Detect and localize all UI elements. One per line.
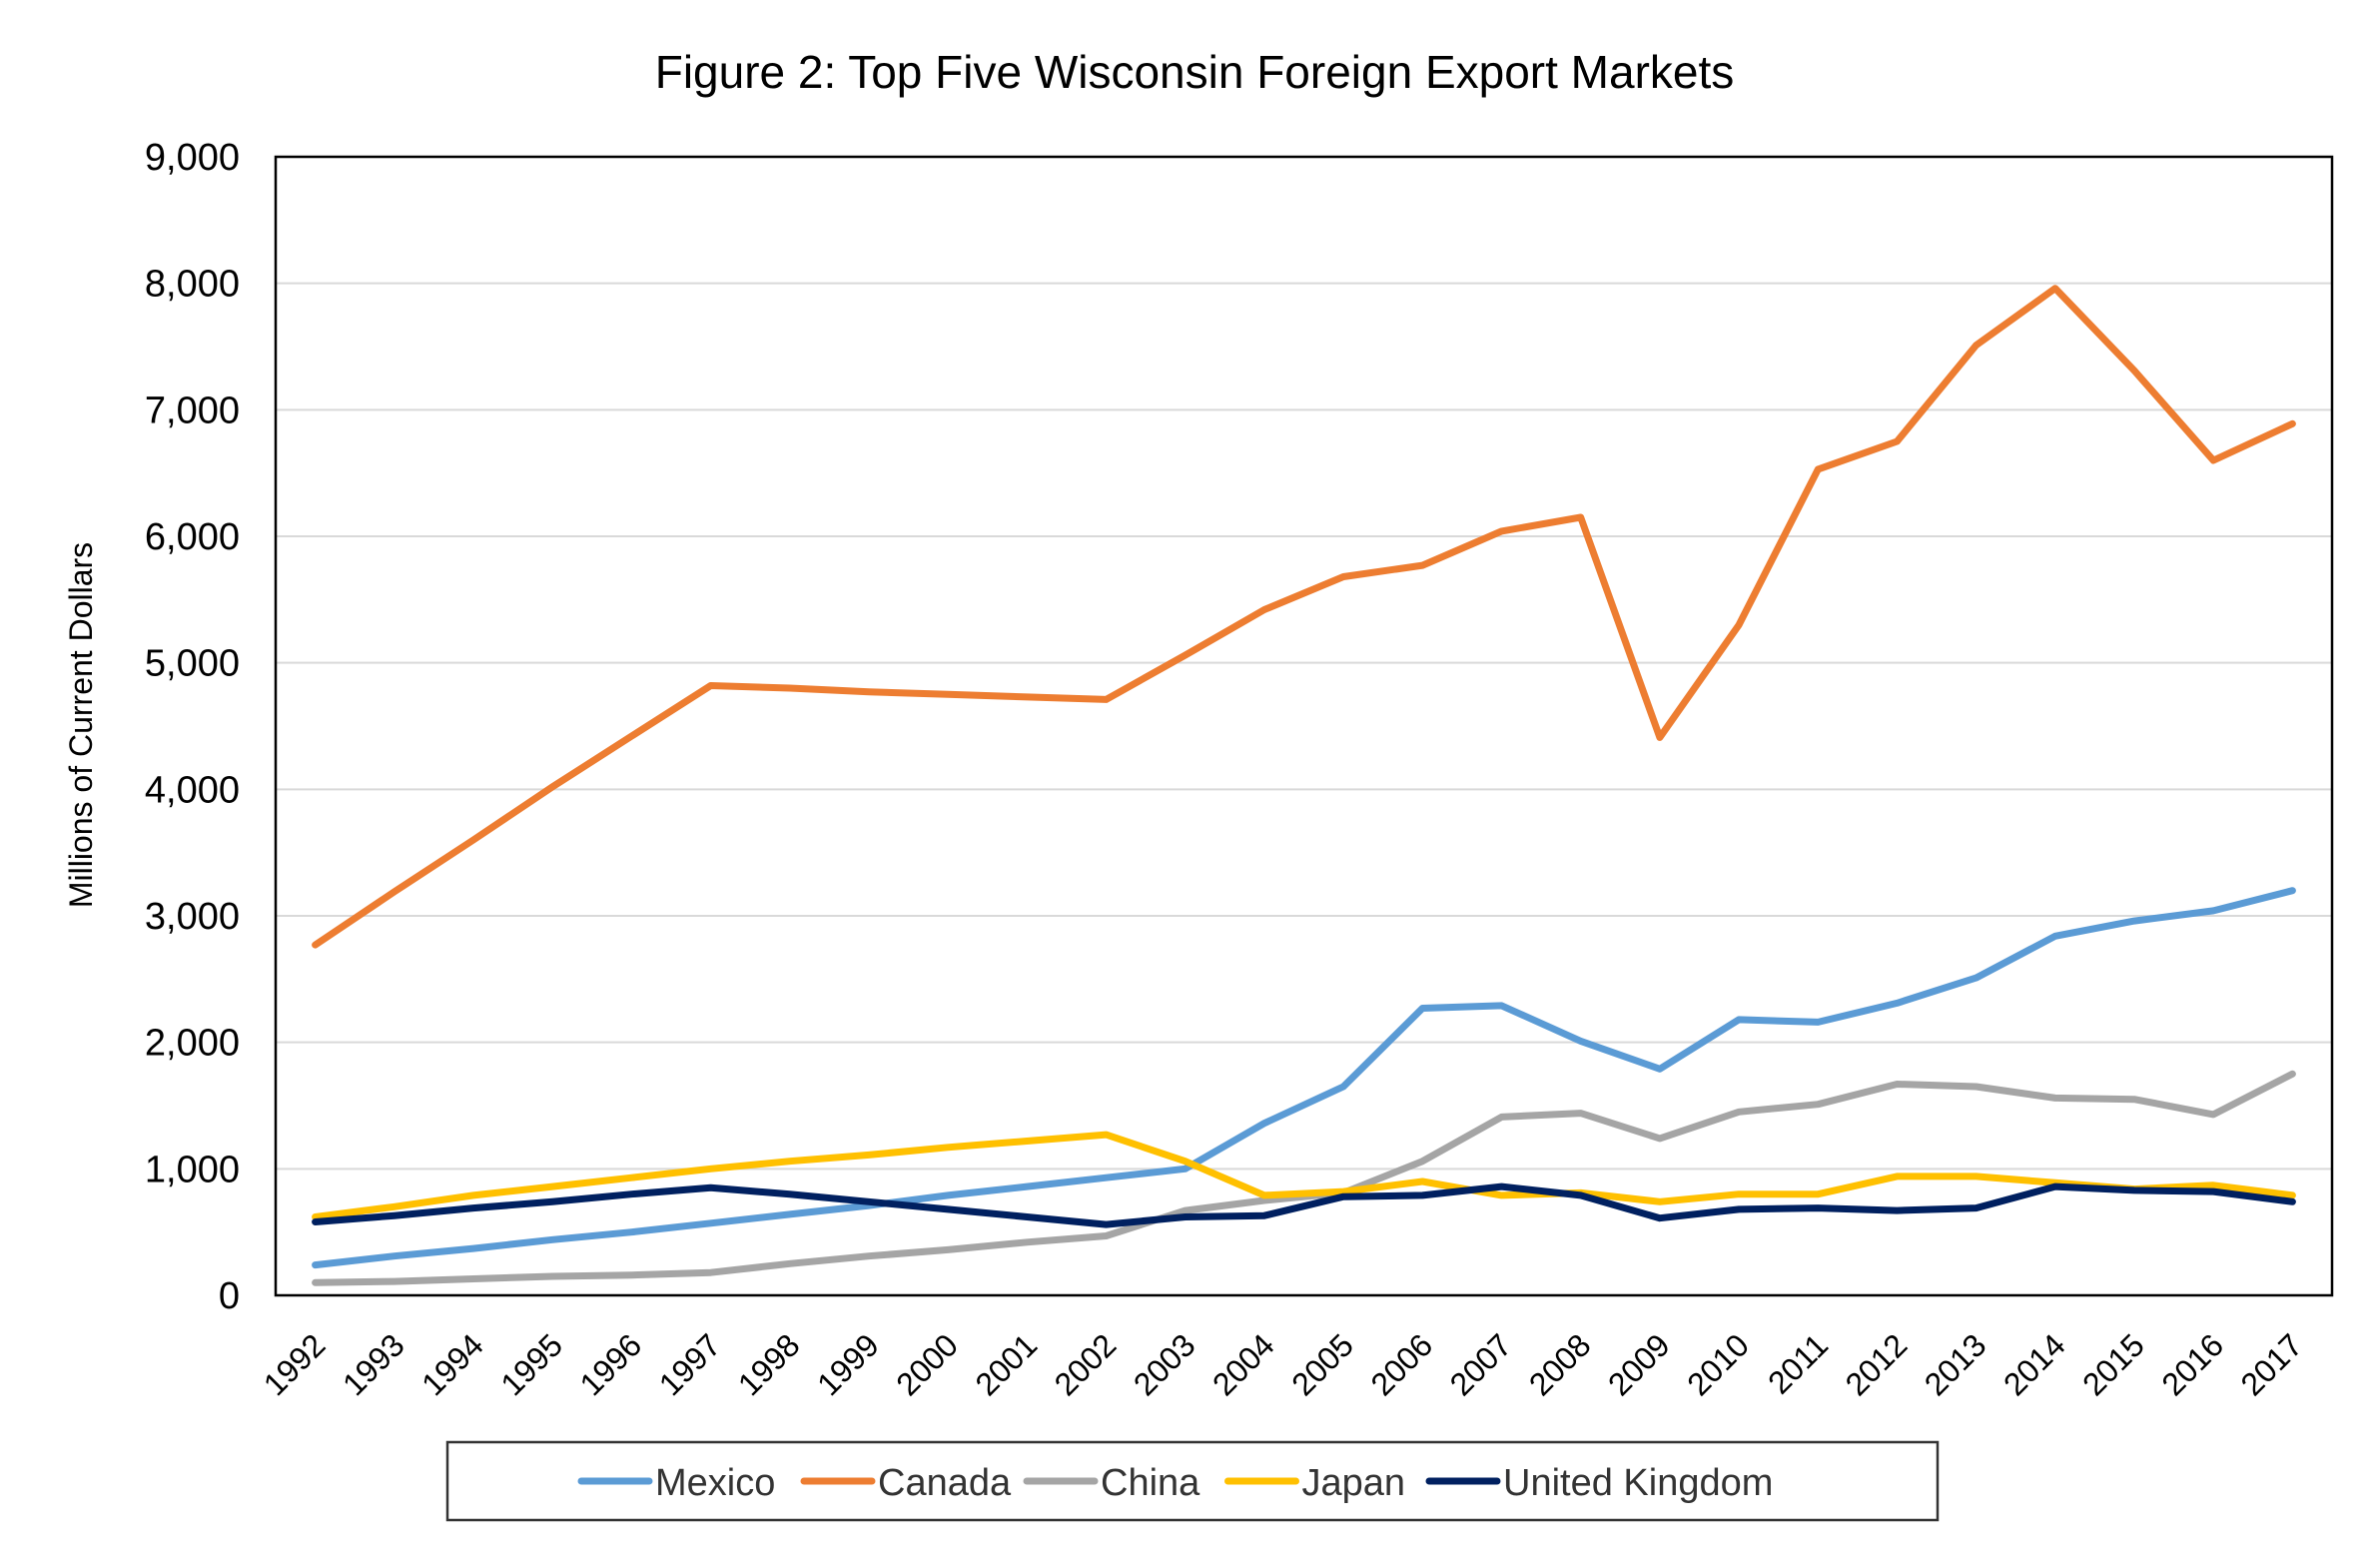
x-tick-label: 1998 [731, 1326, 807, 1402]
x-tick-label: 2016 [2154, 1326, 2230, 1402]
series-line-united-kingdom [312, 1182, 2296, 1228]
x-tick-label: 2014 [1996, 1326, 2072, 1402]
x-tick-label: 2004 [1205, 1326, 1281, 1402]
x-tick-label: 2003 [1127, 1326, 1202, 1402]
y-tick-label: 6,000 [145, 516, 240, 558]
y-axis-ticks: 0 1,000 2,000 3,000 4,000 5,000 6,000 7,000 8,00… [145, 137, 240, 1317]
series-line-japan [312, 1131, 2296, 1220]
x-tick-label: 2006 [1363, 1326, 1439, 1402]
y-tick-label: 4,000 [145, 769, 240, 811]
plot-area-frame [274, 155, 2334, 1297]
legend-label-united-kingdom: United Kingdom [1503, 1462, 1773, 1504]
series-line-mexico [312, 887, 2296, 1269]
x-tick-label: 1993 [336, 1326, 411, 1402]
legend: Mexico Canada China Japan United Kingdom [445, 1440, 1940, 1522]
x-tick-label: 1992 [257, 1326, 333, 1402]
y-tick-label: 8,000 [145, 264, 240, 306]
x-tick-label: 2012 [1839, 1326, 1915, 1402]
x-tick-label: 2008 [1522, 1326, 1598, 1402]
x-tick-label: 2013 [1918, 1326, 1993, 1402]
x-tick-label: 2002 [1048, 1326, 1124, 1402]
gridlines [276, 282, 2332, 1171]
x-tick-label: 2017 [2234, 1326, 2310, 1402]
series-line-canada [312, 285, 2296, 949]
x-tick-label: 1997 [652, 1326, 728, 1402]
y-tick-label: 3,000 [145, 896, 240, 938]
x-tick-label: 2005 [1284, 1326, 1360, 1402]
x-tick-label: 2001 [968, 1326, 1044, 1402]
x-tick-label: 1995 [493, 1326, 569, 1402]
y-tick-label: 5,000 [145, 643, 240, 685]
legend-box [445, 1440, 1940, 1522]
x-tick-label: 2009 [1601, 1326, 1677, 1402]
chart-title: Figure 2: Top Five Wisconsin Foreign Exp… [655, 46, 1735, 98]
legend-label-mexico: Mexico [655, 1462, 775, 1504]
legend-label-canada: Canada [878, 1462, 1012, 1504]
y-tick-label: 7,000 [145, 390, 240, 431]
x-tick-label: 1999 [810, 1326, 886, 1402]
x-tick-label: 2015 [2075, 1326, 2151, 1402]
x-tick-label: 2007 [1443, 1326, 1519, 1402]
x-axis-ticks: 1992 1993 1994 1995 1996 1997 1998 1999 2000 2001… [257, 1326, 2310, 1402]
x-tick-label: 1994 [414, 1326, 490, 1402]
x-tick-label: 2011 [1761, 1326, 1835, 1400]
series-lines [312, 285, 2296, 1286]
x-tick-label: 2010 [1680, 1326, 1756, 1402]
y-tick-label: 9,000 [145, 137, 240, 179]
legend-label-china: China [1101, 1462, 1200, 1504]
legend-label-japan: Japan [1302, 1462, 1406, 1504]
y-axis-label: Millions of Current Dollars [63, 542, 99, 908]
x-tick-label: 1996 [573, 1326, 649, 1402]
y-tick-label: 2,000 [145, 1023, 240, 1065]
y-tick-label: 1,000 [145, 1149, 240, 1190]
x-tick-label: 2000 [889, 1326, 965, 1402]
y-tick-label: 0 [219, 1275, 240, 1317]
